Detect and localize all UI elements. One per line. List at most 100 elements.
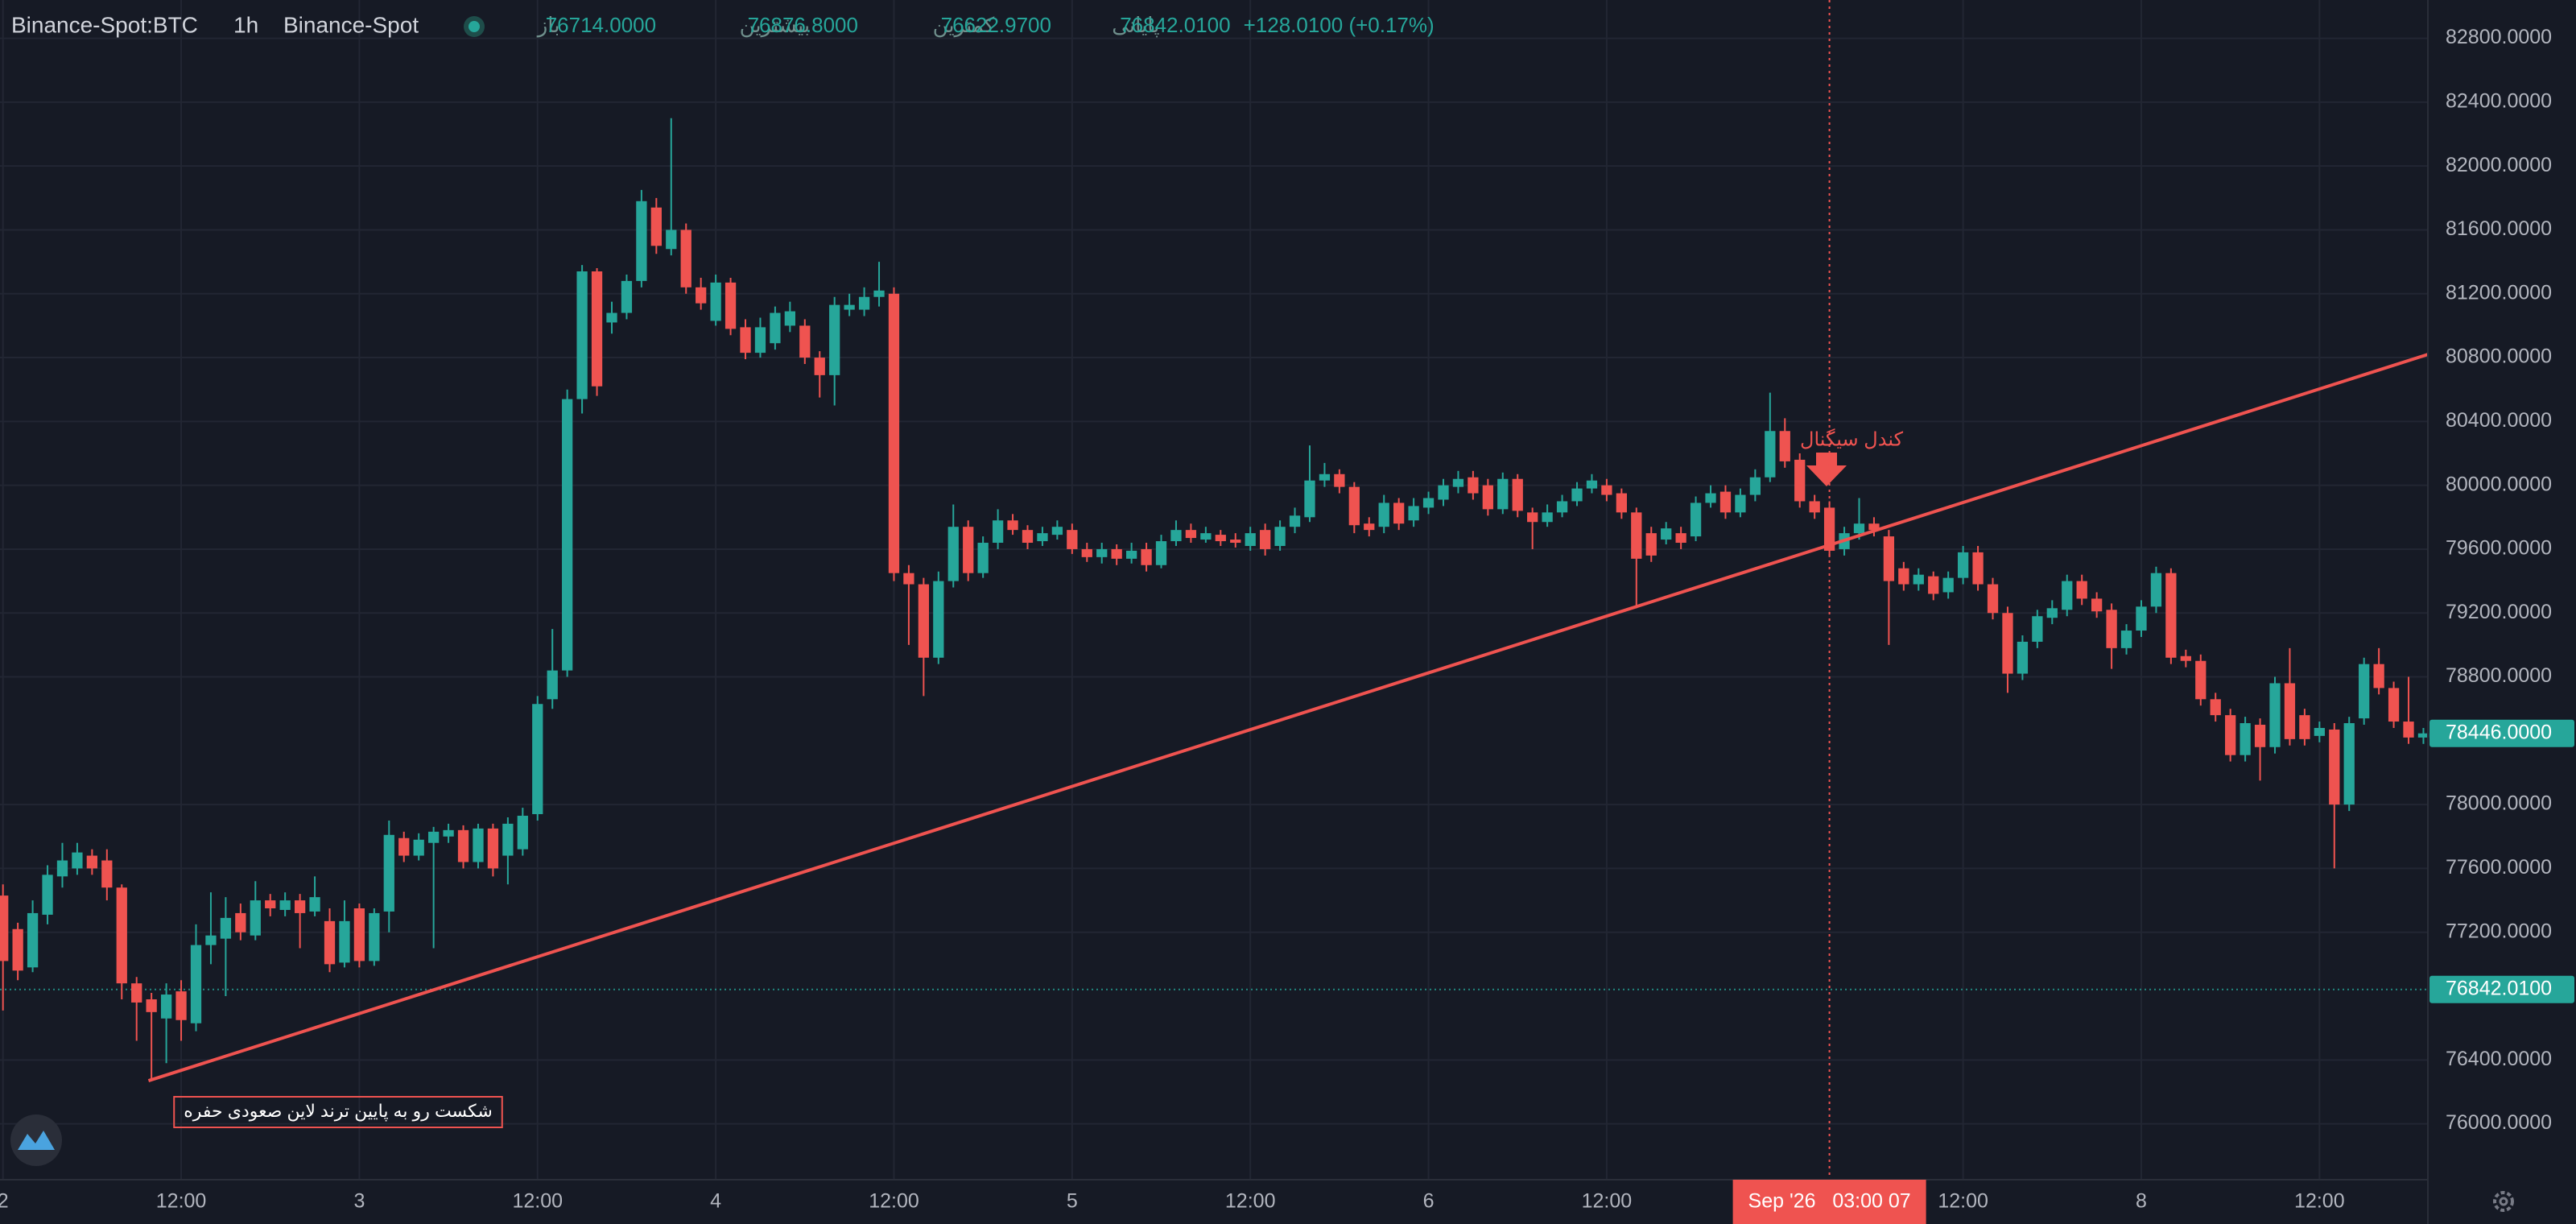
candle-body [175, 991, 187, 1020]
candle-body [324, 920, 336, 965]
candle-body [2076, 581, 2087, 599]
candle-body [1645, 533, 1657, 556]
candle-body [1422, 498, 1435, 508]
change: +128.0100 (+0.17%) [1244, 13, 1435, 37]
candle-body [2254, 725, 2266, 747]
grid [0, 0, 2428, 1180]
crosshair-label: Sep '26 03:00 07 [1748, 1190, 1911, 1213]
candle-body [339, 920, 350, 963]
x-tick-label: 12:00 [869, 1190, 919, 1213]
candle-body [992, 520, 1004, 544]
candle-body [235, 912, 246, 932]
candle-body [2373, 664, 2384, 688]
logo-mark[interactable] [18, 1131, 55, 1150]
candle-body [2017, 641, 2029, 674]
candle-body [814, 358, 825, 375]
candle-body [2150, 573, 2162, 607]
y-tick-label: 80800.0000 [2446, 345, 2552, 368]
candle-body [72, 852, 83, 869]
gear-center[interactable] [2499, 1197, 2508, 1206]
candle-body [784, 311, 795, 326]
candle-body [116, 887, 127, 984]
candle-body [1452, 478, 1464, 487]
candle-body [1942, 577, 1954, 593]
candle-body [2417, 733, 2429, 738]
candle-body [1022, 530, 1034, 544]
candle-body [1779, 431, 1790, 461]
candle-body [888, 293, 900, 573]
candle-body [1096, 548, 1108, 557]
legend-header: Binance-Spot:BTC 1h Binance-Spot باز7671… [11, 12, 1435, 37]
candle-body [1928, 576, 1939, 594]
candle-body [1393, 502, 1405, 524]
candle-body [963, 527, 974, 573]
settings-button[interactable] [2493, 1191, 2514, 1212]
candle-body [2120, 631, 2132, 648]
candle-body [903, 573, 914, 585]
x-tick-label: 4 [710, 1190, 721, 1213]
gear-icon[interactable] [2493, 1191, 2514, 1212]
candle-body [250, 900, 261, 936]
candle-body [190, 945, 202, 1023]
candle-body [933, 581, 944, 658]
ohlc-label: باز [536, 13, 560, 37]
ohlc-value: 76842.0100 [1120, 13, 1230, 37]
candle-body [844, 304, 855, 310]
candle-body [947, 527, 959, 581]
y-tick-label: 81200.0000 [2446, 281, 2552, 304]
candle-body [279, 900, 291, 910]
candle-body [2046, 608, 2058, 618]
candle-body [1987, 584, 1999, 614]
candle-body [383, 834, 394, 912]
x-tick-label: 12:00 [1225, 1190, 1276, 1213]
candle-body [636, 201, 647, 281]
candle-body [205, 935, 217, 945]
signal-arrow [1806, 453, 1847, 486]
y-tick-label: 77200.0000 [2446, 920, 2552, 942]
candle-body [2032, 616, 2043, 642]
y-tick-label: 78000.0000 [2446, 792, 2552, 815]
candle-body [1408, 506, 1419, 521]
x-tick-label: 2 [0, 1190, 9, 1213]
candle-body [1705, 493, 1716, 503]
x-tick-label: 12:00 [1582, 1190, 1633, 1213]
candle-body [1141, 548, 1152, 565]
logo-circle[interactable] [10, 1114, 62, 1166]
candle-body [1556, 501, 1568, 513]
candle-body [1289, 515, 1301, 527]
candle-body [487, 828, 499, 869]
candle-body [754, 327, 766, 354]
y-tick-label: 80000.0000 [2446, 473, 2552, 495]
candle-body [621, 280, 633, 313]
candle-body [160, 994, 172, 1019]
candle-body [1170, 530, 1182, 542]
candle-body [427, 831, 440, 843]
candle-body [101, 860, 113, 888]
candle-body [2269, 683, 2281, 747]
candle-body [650, 207, 662, 246]
candle-body [2210, 699, 2221, 716]
price-label: 76842.0100 [2446, 977, 2552, 999]
logo[interactable] [10, 1114, 62, 1166]
candle-body [562, 399, 573, 671]
status-dot-core [469, 21, 480, 32]
candle-body [696, 287, 707, 304]
candle-body [398, 837, 410, 856]
y-tick-label: 76400.0000 [2446, 1048, 2552, 1070]
ohlc-value: 76622.9700 [941, 13, 1051, 37]
price-label-box [2429, 719, 2574, 747]
candle-body [873, 290, 885, 297]
candle-body [56, 860, 68, 877]
y-tick-label: 82400.0000 [2446, 89, 2552, 112]
candle-body [1155, 541, 1167, 565]
crosshair-label-box [1732, 1180, 1926, 1224]
candle-body [294, 900, 306, 913]
candle-body [977, 543, 989, 573]
candle-body [532, 704, 543, 815]
candle-body [1378, 502, 1389, 527]
candle-body [265, 900, 276, 908]
candle-body [1200, 533, 1212, 540]
